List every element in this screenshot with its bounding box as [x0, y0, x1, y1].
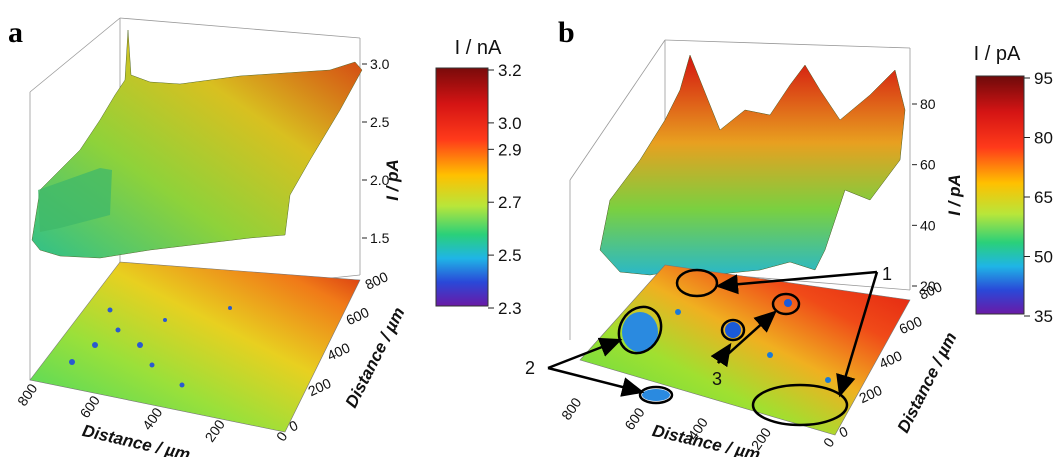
a-colorbar-tick-label: 2.9 [498, 140, 522, 159]
panel-a-striped-region [38, 168, 112, 232]
panel-a-map-spots [69, 306, 232, 388]
a-x-tick-label: 800 [14, 380, 41, 408]
panel-a-z-ticks: 1.5 2.0 2.5 3.0 [362, 56, 390, 246]
panel-b-map-spots [622, 299, 831, 401]
panel-a-colorbar [435, 67, 489, 307]
a-x-tick-label: 400 [139, 404, 166, 432]
panel-a-colorbar-ticks: 3.2 3.0 2.9 2.7 2.5 2.3 [488, 61, 522, 318]
panel-a: a 1.5 2.0 2.5 3.0 I / pA 800 600 400 200 0 Dist… [8, 16, 522, 457]
a-x-tick-label: 600 [76, 392, 103, 420]
a-colorbar-tick-label: 2.5 [498, 246, 522, 265]
b-z-tick-label: 20 [920, 278, 936, 294]
a-colorbar-tick-label: 2.7 [498, 193, 522, 212]
panel-b-annotation-3: 3 [712, 369, 722, 389]
b-x-tick-label: 800 [558, 394, 585, 422]
a-z-tick-label: 2.0 [370, 172, 390, 188]
panel-b-colorbar-title: I / pA [974, 43, 1021, 65]
b-colorbar-tick-label: 80 [1034, 129, 1053, 148]
b-x-tick-label: 0 [820, 434, 838, 450]
panel-b-z-axis-label: I / pA [945, 174, 964, 216]
a-z-tick-label: 3.0 [370, 56, 390, 72]
panel-b-colorbar-ticks: 95 80 65 50 35 [1024, 69, 1053, 326]
panel-a-surface [31, 29, 363, 259]
b-colorbar-tick-label: 35 [1034, 307, 1053, 326]
panel-b-z-ticks: 20 40 60 80 [912, 96, 936, 294]
a-y-tick-label: 0 [287, 417, 301, 435]
b-z-tick-label: 80 [920, 96, 936, 112]
b-x-tick-label: 600 [621, 404, 648, 432]
panel-a-colorbar-title: I / nA [455, 37, 502, 59]
panel-b-annotation-2: 2 [525, 358, 535, 378]
panel-b-y-axis-label: Distance / µm [894, 329, 961, 436]
a-colorbar-tick-label: 3.0 [498, 114, 522, 133]
panel-a-letter: a [8, 16, 23, 49]
b-colorbar-tick-label: 50 [1034, 248, 1053, 267]
b-z-tick-label: 60 [920, 157, 936, 173]
b-z-tick-label: 40 [920, 217, 936, 233]
panel-a-z-axis-label: I / pA [383, 159, 402, 201]
panel-b-annotation-1: 1 [882, 264, 892, 284]
panel-b-annotation-arrows [547, 270, 879, 398]
panel-a-map [29, 261, 361, 433]
a-z-tick-label: 2.5 [370, 114, 390, 130]
b-colorbar-tick-label: 95 [1034, 69, 1053, 88]
a-colorbar-tick-label: 3.2 [498, 61, 522, 80]
a-colorbar-tick-label: 2.3 [498, 299, 522, 318]
panel-b-surface [599, 54, 906, 276]
a-x-tick-label: 200 [201, 416, 228, 444]
a-z-tick-label: 1.5 [370, 230, 390, 246]
b-colorbar-tick-label: 65 [1034, 188, 1053, 207]
panel-b: b [525, 16, 1053, 457]
b-y-tick-label: 0 [837, 423, 851, 441]
panel-b-map [579, 264, 911, 436]
a-y-tick-label: 600 [344, 304, 372, 328]
panel-b-colorbar [975, 75, 1025, 315]
panel-b-letter: b [558, 16, 575, 49]
panel-a-x-axis-label: Distance / µm [81, 421, 192, 457]
a-y-tick-label: 800 [363, 268, 391, 292]
